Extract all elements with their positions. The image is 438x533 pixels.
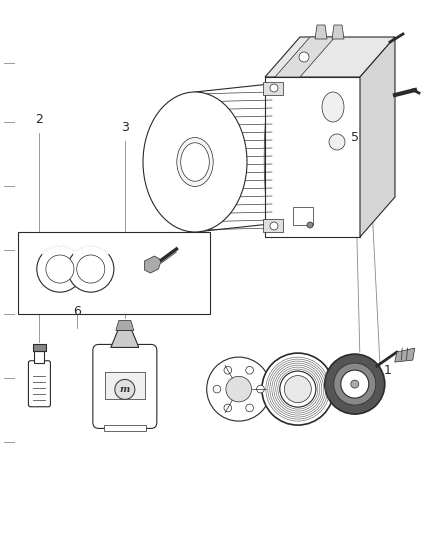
- Circle shape: [351, 380, 359, 388]
- Ellipse shape: [322, 92, 344, 122]
- Circle shape: [257, 385, 264, 393]
- Text: 5: 5: [351, 131, 359, 144]
- Polygon shape: [265, 77, 360, 237]
- Polygon shape: [395, 348, 415, 362]
- Polygon shape: [263, 219, 283, 232]
- FancyBboxPatch shape: [28, 361, 50, 407]
- Polygon shape: [265, 37, 395, 77]
- Polygon shape: [360, 37, 395, 237]
- Circle shape: [325, 354, 385, 414]
- Circle shape: [224, 366, 232, 374]
- Circle shape: [307, 222, 313, 228]
- Circle shape: [67, 246, 114, 292]
- Bar: [35, 351, 44, 363]
- Circle shape: [262, 353, 334, 425]
- Text: m: m: [120, 385, 130, 394]
- Ellipse shape: [264, 88, 280, 228]
- Polygon shape: [111, 330, 139, 348]
- Circle shape: [341, 370, 369, 398]
- Circle shape: [299, 52, 309, 62]
- Circle shape: [213, 385, 221, 393]
- Bar: [33, 344, 46, 351]
- Circle shape: [334, 363, 376, 405]
- Circle shape: [270, 84, 278, 92]
- Circle shape: [226, 376, 251, 402]
- Circle shape: [270, 222, 278, 230]
- Text: 6: 6: [73, 305, 81, 318]
- Polygon shape: [263, 82, 283, 95]
- Polygon shape: [145, 256, 162, 273]
- Polygon shape: [315, 25, 327, 39]
- FancyBboxPatch shape: [93, 344, 157, 429]
- Polygon shape: [275, 37, 335, 77]
- Ellipse shape: [143, 92, 247, 232]
- Circle shape: [46, 255, 74, 283]
- Circle shape: [246, 366, 254, 374]
- Bar: [105, 372, 145, 399]
- Circle shape: [37, 246, 83, 292]
- Circle shape: [280, 371, 316, 407]
- Ellipse shape: [284, 376, 311, 402]
- Polygon shape: [332, 25, 344, 39]
- Circle shape: [115, 379, 135, 399]
- Circle shape: [246, 404, 254, 412]
- Text: 2: 2: [35, 112, 43, 126]
- Bar: [293, 207, 313, 225]
- Circle shape: [329, 134, 345, 150]
- Polygon shape: [104, 425, 146, 431]
- Text: 3: 3: [121, 120, 129, 134]
- Bar: [18, 232, 210, 314]
- Ellipse shape: [177, 138, 213, 187]
- Circle shape: [77, 255, 105, 283]
- Circle shape: [224, 404, 232, 412]
- Ellipse shape: [181, 143, 209, 181]
- Circle shape: [207, 357, 271, 421]
- Polygon shape: [116, 320, 134, 330]
- Text: 1: 1: [383, 364, 391, 377]
